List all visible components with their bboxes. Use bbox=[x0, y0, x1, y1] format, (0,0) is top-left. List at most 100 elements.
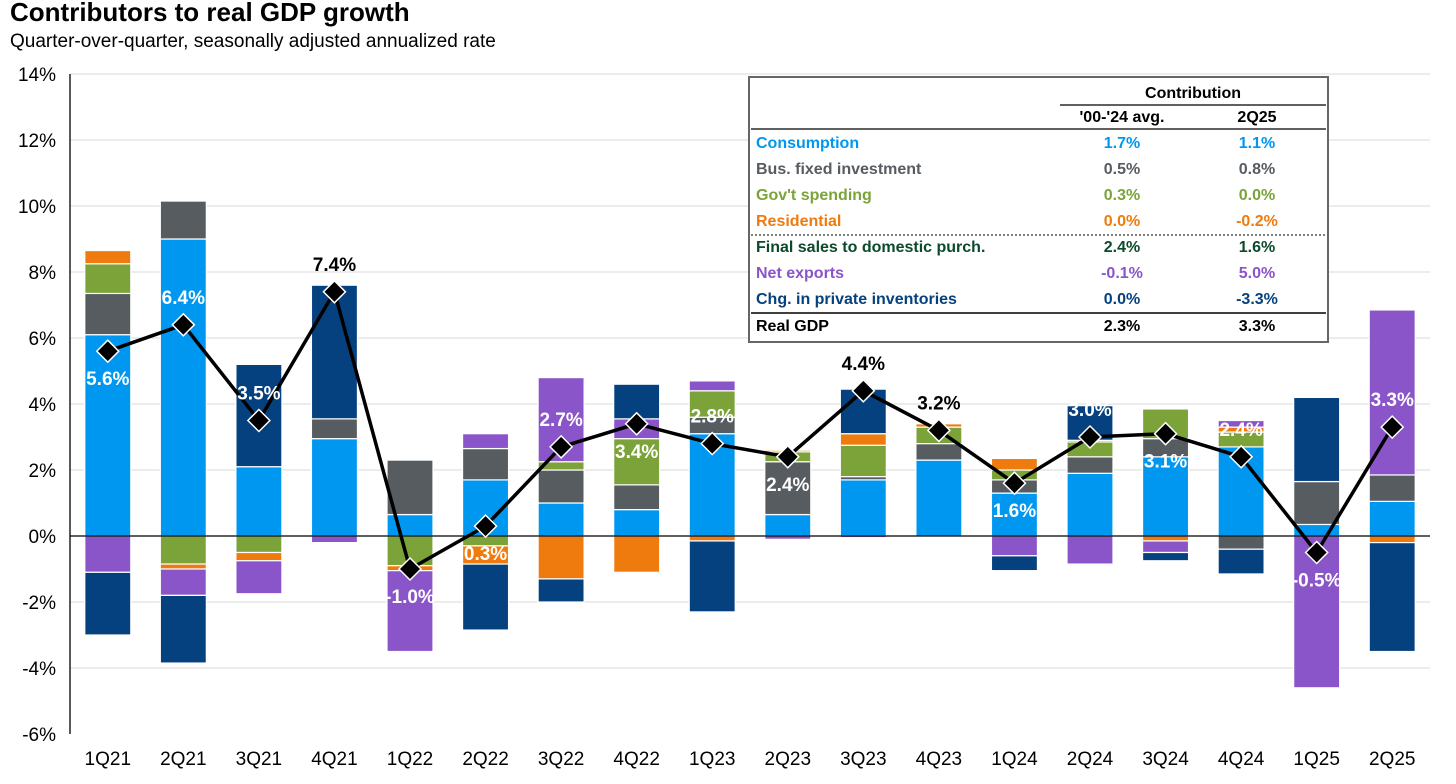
bar-segment-private_inventories bbox=[1293, 396, 1341, 483]
y-tick-label: 10% bbox=[18, 197, 56, 218]
data-label: 3.0% bbox=[1068, 400, 1111, 421]
real-gdp-line bbox=[95, 279, 1405, 582]
real-gdp-marker bbox=[1304, 540, 1329, 565]
real-gdp-marker bbox=[624, 411, 649, 436]
bar-segment-consumption bbox=[1368, 500, 1416, 537]
table-row-avg: 2.4% bbox=[1104, 239, 1140, 256]
data-label: 2.8% bbox=[691, 407, 734, 428]
y-tick-label: 2% bbox=[29, 461, 57, 482]
x-tick-label: 1Q25 bbox=[1293, 749, 1339, 770]
real-gdp-marker bbox=[397, 556, 423, 582]
bar-segment-consumption bbox=[310, 438, 359, 537]
bar-segment-bus_fixed_investment bbox=[915, 443, 963, 461]
y-tick-label: 8% bbox=[29, 263, 57, 284]
real-gdp-marker bbox=[171, 312, 196, 337]
x-tick-label: 2Q22 bbox=[462, 749, 508, 770]
bar-segment-private_inventories bbox=[461, 563, 510, 631]
table-row-label: Real GDP bbox=[756, 318, 829, 335]
x-tick-label: 4Q22 bbox=[613, 749, 659, 770]
bar-segment-net_exports bbox=[1217, 419, 1265, 428]
x-tick-label: 2Q25 bbox=[1369, 749, 1415, 770]
bar-segment-residential bbox=[235, 551, 283, 562]
x-tick-label: 4Q24 bbox=[1218, 749, 1265, 770]
bar-segment-residential bbox=[613, 535, 661, 573]
bar-segment-private_inventories bbox=[1217, 548, 1265, 575]
bar-segment-net_exports bbox=[386, 570, 434, 653]
table-row-quarter: 1.6% bbox=[1239, 239, 1275, 256]
bar-segment-net_exports bbox=[990, 535, 1039, 557]
bar-segment-consumption bbox=[84, 334, 132, 537]
bar-segment-govt_spending bbox=[839, 444, 887, 478]
bar-segment-private_inventories bbox=[688, 540, 736, 613]
bar-segment-residential bbox=[159, 563, 207, 570]
data-label: 6.4% bbox=[162, 288, 205, 309]
bar-segment-bus_fixed_investment bbox=[1293, 480, 1341, 526]
bar-segment-bus_fixed_investment bbox=[310, 418, 359, 440]
bar-segment-bus_fixed_investment bbox=[1066, 456, 1114, 474]
bar-segment-net_exports bbox=[537, 377, 585, 463]
real-gdp-marker bbox=[246, 408, 271, 433]
table-box bbox=[748, 76, 1329, 343]
data-label: 2.7% bbox=[539, 410, 582, 431]
real-gdp-marker bbox=[95, 339, 120, 364]
bar-segment-private_inventories bbox=[1141, 551, 1190, 562]
table-row-quarter: 3.3% bbox=[1239, 318, 1275, 335]
bar-segment-net_exports bbox=[1066, 535, 1114, 565]
bar-segment-net_exports bbox=[159, 568, 207, 596]
table-row-avg: 0.3% bbox=[1104, 187, 1140, 204]
real-gdp-polyline bbox=[107, 290, 1394, 571]
table-row-avg: -0.1% bbox=[1101, 265, 1143, 282]
chart-title: Contributors to real GDP growth bbox=[10, 0, 410, 27]
table-row-label: Final sales to domestic purch. bbox=[756, 239, 985, 256]
table-row-label: Consumption bbox=[756, 135, 859, 152]
bar-segment-net_exports bbox=[84, 535, 132, 573]
x-tick-label: 1Q24 bbox=[991, 749, 1038, 770]
x-axis: 1Q21 2Q21 3Q21 4Q21 1Q22 2Q22 3Q22 4Q22 1Q23 2Q23… bbox=[85, 749, 1416, 770]
y-tick-label: -4% bbox=[22, 659, 56, 680]
table-row-quarter: 5.0% bbox=[1239, 265, 1275, 282]
bar-segment-govt_spending bbox=[613, 438, 661, 486]
bar-stacks bbox=[84, 200, 1416, 689]
data-label: 3.4% bbox=[615, 442, 658, 463]
bar-segment-consumption bbox=[915, 459, 963, 537]
real-gdp-marker bbox=[851, 378, 876, 403]
bar-segment-residential bbox=[537, 535, 585, 580]
bar-segment-private_inventories bbox=[537, 578, 585, 603]
data-label: 5.6% bbox=[86, 369, 129, 390]
y-tick-label: 12% bbox=[18, 131, 56, 152]
table-row-label: Net exports bbox=[756, 265, 844, 282]
bar-segment-private_inventories bbox=[84, 571, 132, 636]
table-row-quarter: 0.0% bbox=[1239, 187, 1275, 204]
table-row-avg: 2.3% bbox=[1104, 318, 1140, 335]
data-label: 0.3% bbox=[464, 544, 507, 565]
y-tick-label: -2% bbox=[22, 593, 56, 614]
real-gdp-marker bbox=[1380, 415, 1405, 440]
bar-segment-private_inventories bbox=[159, 594, 207, 664]
x-tick-label: 3Q22 bbox=[538, 749, 584, 770]
data-label: 2.4% bbox=[766, 475, 809, 496]
bar-segment-residential bbox=[1368, 535, 1416, 544]
bar-segment-private_inventories bbox=[990, 555, 1039, 572]
y-tick-label: -6% bbox=[22, 725, 56, 746]
contribution-table: Contribution '00-'24 avg. 2Q25 Consumption 1… bbox=[748, 76, 1329, 343]
real-gdp-marker bbox=[1229, 444, 1254, 469]
x-tick-label: 4Q21 bbox=[311, 749, 357, 770]
y-tick-label: 14% bbox=[18, 65, 56, 86]
x-tick-label: 2Q23 bbox=[765, 749, 811, 770]
data-label: 4.4% bbox=[842, 354, 885, 375]
data-label: 3.5% bbox=[237, 384, 280, 405]
data-label: -0.5% bbox=[1292, 571, 1342, 592]
table-row-label: Bus. fixed investment bbox=[756, 161, 922, 178]
x-tick-label: 3Q21 bbox=[236, 749, 282, 770]
data-label: 2.4% bbox=[1219, 420, 1262, 441]
x-tick-label: 1Q22 bbox=[387, 749, 433, 770]
data-label: 3.1% bbox=[1144, 452, 1187, 473]
bar-segment-residential bbox=[839, 433, 887, 446]
data-label: 7.4% bbox=[313, 255, 356, 276]
y-tick-label: 0% bbox=[29, 527, 57, 548]
bar-segment-bus_fixed_investment bbox=[1217, 535, 1265, 550]
bar-segment-residential bbox=[688, 535, 736, 542]
real-gdp-marker bbox=[322, 279, 347, 304]
x-tick-label: 4Q23 bbox=[916, 749, 962, 770]
bar-segment-bus_fixed_investment bbox=[537, 469, 585, 504]
